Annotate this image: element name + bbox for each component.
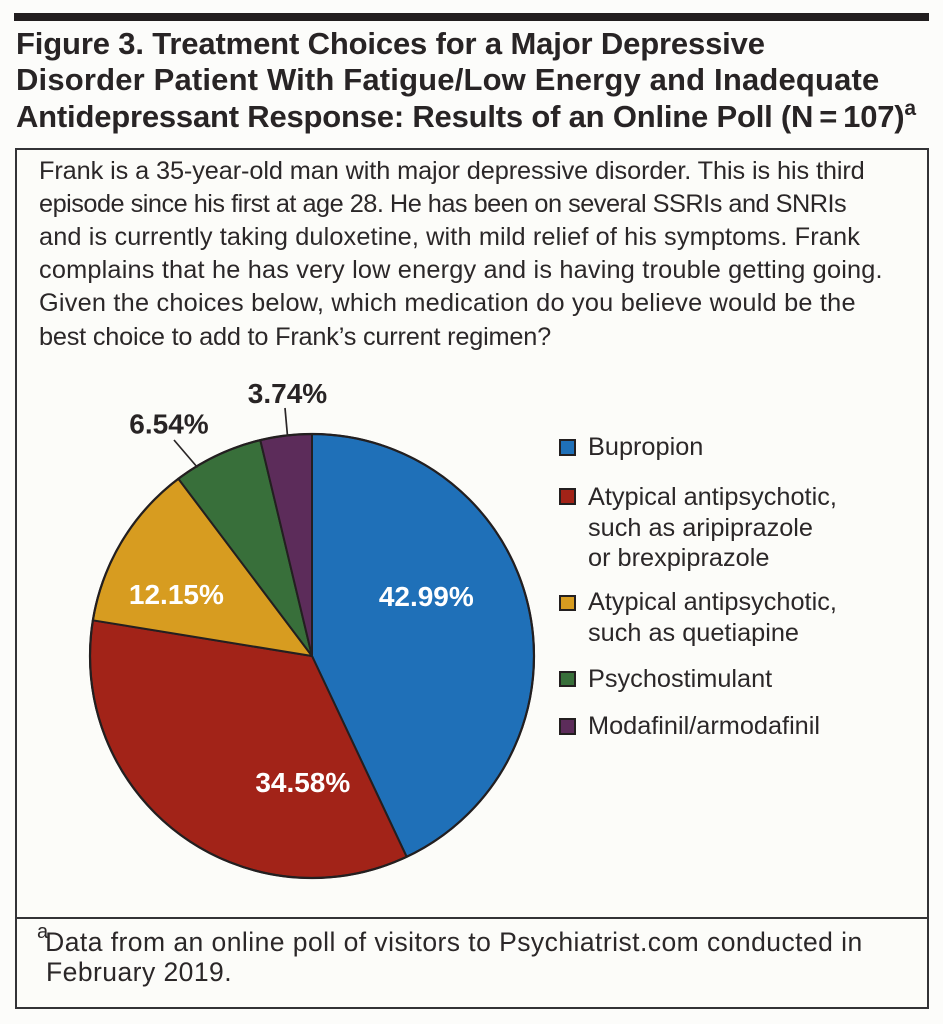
svg-text:6.54%: 6.54%	[129, 409, 208, 440]
svg-text:12.15%: 12.15%	[129, 579, 224, 610]
svg-text:34.58%: 34.58%	[255, 767, 350, 798]
svg-text:42.99%: 42.99%	[379, 581, 474, 612]
svg-text:3.74%: 3.74%	[248, 378, 327, 409]
